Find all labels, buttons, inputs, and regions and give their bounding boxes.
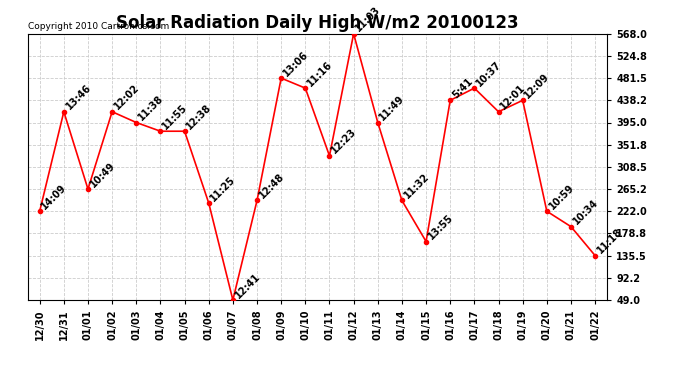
Text: 12:41: 12:41 (233, 271, 262, 300)
Text: 12:09: 12:09 (523, 71, 552, 100)
Text: 11:03: 11:03 (353, 5, 383, 34)
Text: 10:34: 10:34 (571, 198, 600, 226)
Text: 13:06: 13:06 (282, 49, 310, 78)
Text: Copyright 2010 Cartronics.com: Copyright 2010 Cartronics.com (28, 22, 169, 31)
Text: 5:41: 5:41 (450, 76, 475, 100)
Text: 11:55: 11:55 (160, 102, 190, 131)
Text: 12:48: 12:48 (257, 171, 286, 201)
Text: 11:49: 11:49 (378, 93, 407, 123)
Text: 12:02: 12:02 (112, 83, 141, 112)
Text: 10:37: 10:37 (475, 59, 504, 88)
Text: 13:46: 13:46 (63, 83, 93, 112)
Text: 12:23: 12:23 (330, 127, 359, 156)
Text: 14:09: 14:09 (39, 182, 69, 211)
Text: 11:32: 11:32 (402, 171, 431, 201)
Text: 12:38: 12:38 (184, 102, 214, 131)
Text: 13:55: 13:55 (426, 213, 455, 242)
Text: 11:18: 11:18 (595, 226, 624, 256)
Text: 11:25: 11:25 (208, 174, 238, 203)
Text: 10:49: 10:49 (88, 160, 117, 189)
Text: 10:59: 10:59 (546, 182, 576, 211)
Text: 11:38: 11:38 (136, 93, 166, 123)
Text: 11:16: 11:16 (305, 59, 335, 88)
Text: 12:01: 12:01 (498, 83, 528, 112)
Title: Solar Radiation Daily High W/m2 20100123: Solar Radiation Daily High W/m2 20100123 (116, 14, 519, 32)
